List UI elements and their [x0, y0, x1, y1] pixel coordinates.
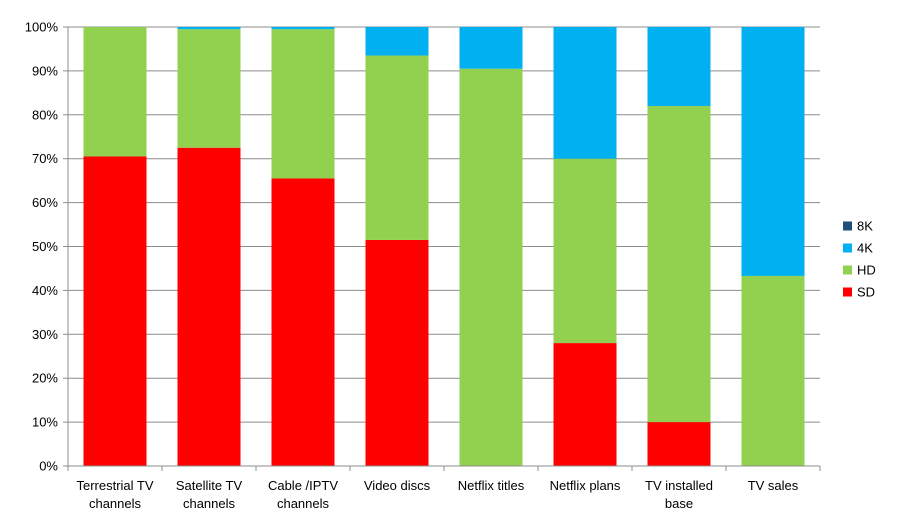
- y-tick-label: 30%: [32, 327, 58, 342]
- x-category-label: TV sales: [748, 478, 799, 493]
- bar-segment-4k: [459, 27, 523, 69]
- x-category-label: TV installed base: [645, 478, 713, 511]
- legend-swatch: [843, 221, 852, 231]
- bar-segment-sd: [177, 147, 241, 466]
- x-category-label-line: TV installed: [645, 478, 713, 493]
- y-tick-label: 80%: [32, 107, 58, 122]
- bar-segment-4k: [177, 27, 241, 30]
- bar-segment-hd: [177, 29, 241, 148]
- legend-item-4k: 4K: [843, 241, 873, 256]
- bar-segment-sd: [553, 343, 617, 466]
- bar-segment-hd: [83, 27, 147, 157]
- x-category-label: Netflix titles: [458, 478, 525, 493]
- y-tick-label: 100%: [25, 20, 59, 35]
- bar-segment-hd: [647, 106, 711, 423]
- y-tick-label: 70%: [32, 151, 58, 166]
- bar-segment-hd: [459, 68, 523, 466]
- x-category-label-line: Terrestrial TV: [76, 478, 153, 493]
- bar-segment-4k: [553, 27, 617, 159]
- legend-swatch: [843, 243, 852, 253]
- legend-label: 8K: [857, 219, 873, 234]
- bar-segment-hd: [553, 158, 617, 344]
- bar-segment-4k: [271, 27, 335, 30]
- bar-segment-hd: [365, 55, 429, 240]
- bar-segment-hd: [741, 275, 805, 466]
- x-category-label: Satellite TV channels: [176, 478, 243, 511]
- x-category-label-line: base: [665, 496, 693, 511]
- legend-label: 4K: [857, 241, 873, 256]
- x-category-label-line: Satellite TV: [176, 478, 243, 493]
- x-category-label: Video discs: [364, 478, 431, 493]
- x-category-label-line: channels: [183, 496, 236, 511]
- x-category-label-line: channels: [277, 496, 330, 511]
- x-category-label-line: Netflix plans: [550, 478, 621, 493]
- bar-segment-4k: [741, 27, 805, 276]
- x-category-label-line: TV sales: [748, 478, 799, 493]
- bar-segment-sd: [647, 422, 711, 466]
- legend-label: HD: [857, 263, 876, 278]
- legend-swatch: [843, 287, 852, 297]
- legend-label: SD: [857, 285, 875, 300]
- y-tick-label: 40%: [32, 283, 58, 298]
- y-tick-label: 90%: [32, 63, 58, 78]
- bar-segment-4k: [647, 27, 711, 107]
- x-category-label-line: Netflix titles: [458, 478, 525, 493]
- bar-segment-sd: [365, 239, 429, 466]
- legend-item-hd: HD: [843, 263, 876, 278]
- x-category-label-line: channels: [89, 496, 142, 511]
- x-category-label: Cable /IPTV channels: [268, 478, 338, 511]
- y-axis: 0% 10% 20% 30% 40% 50% 60% 70% 80% 90% 100%: [25, 20, 69, 474]
- x-category-label: Netflix plans: [550, 478, 621, 493]
- y-tick-label: 10%: [32, 415, 58, 430]
- x-axis: Terrestrial TV channels Satellite TV channe…: [67, 465, 821, 511]
- bar-segment-sd: [83, 156, 147, 466]
- legend-item-sd: SD: [843, 285, 875, 300]
- x-category-label-line: Cable /IPTV: [268, 478, 338, 493]
- legend-swatch: [843, 265, 852, 275]
- legend: 8K 4K HD SD: [843, 219, 876, 300]
- y-tick-label: 20%: [32, 371, 58, 386]
- bars: [83, 27, 805, 466]
- bar-segment-hd: [271, 29, 335, 179]
- x-category-label-line: Video discs: [364, 478, 431, 493]
- bar-segment-sd: [271, 178, 335, 466]
- bar-segment-4k: [365, 27, 429, 56]
- y-tick-label: 50%: [32, 239, 58, 254]
- x-category-label: Terrestrial TV channels: [76, 478, 153, 511]
- y-tick-label: 60%: [32, 195, 58, 210]
- y-tick-label: 0%: [39, 459, 58, 474]
- legend-item-8k: 8K: [843, 219, 873, 234]
